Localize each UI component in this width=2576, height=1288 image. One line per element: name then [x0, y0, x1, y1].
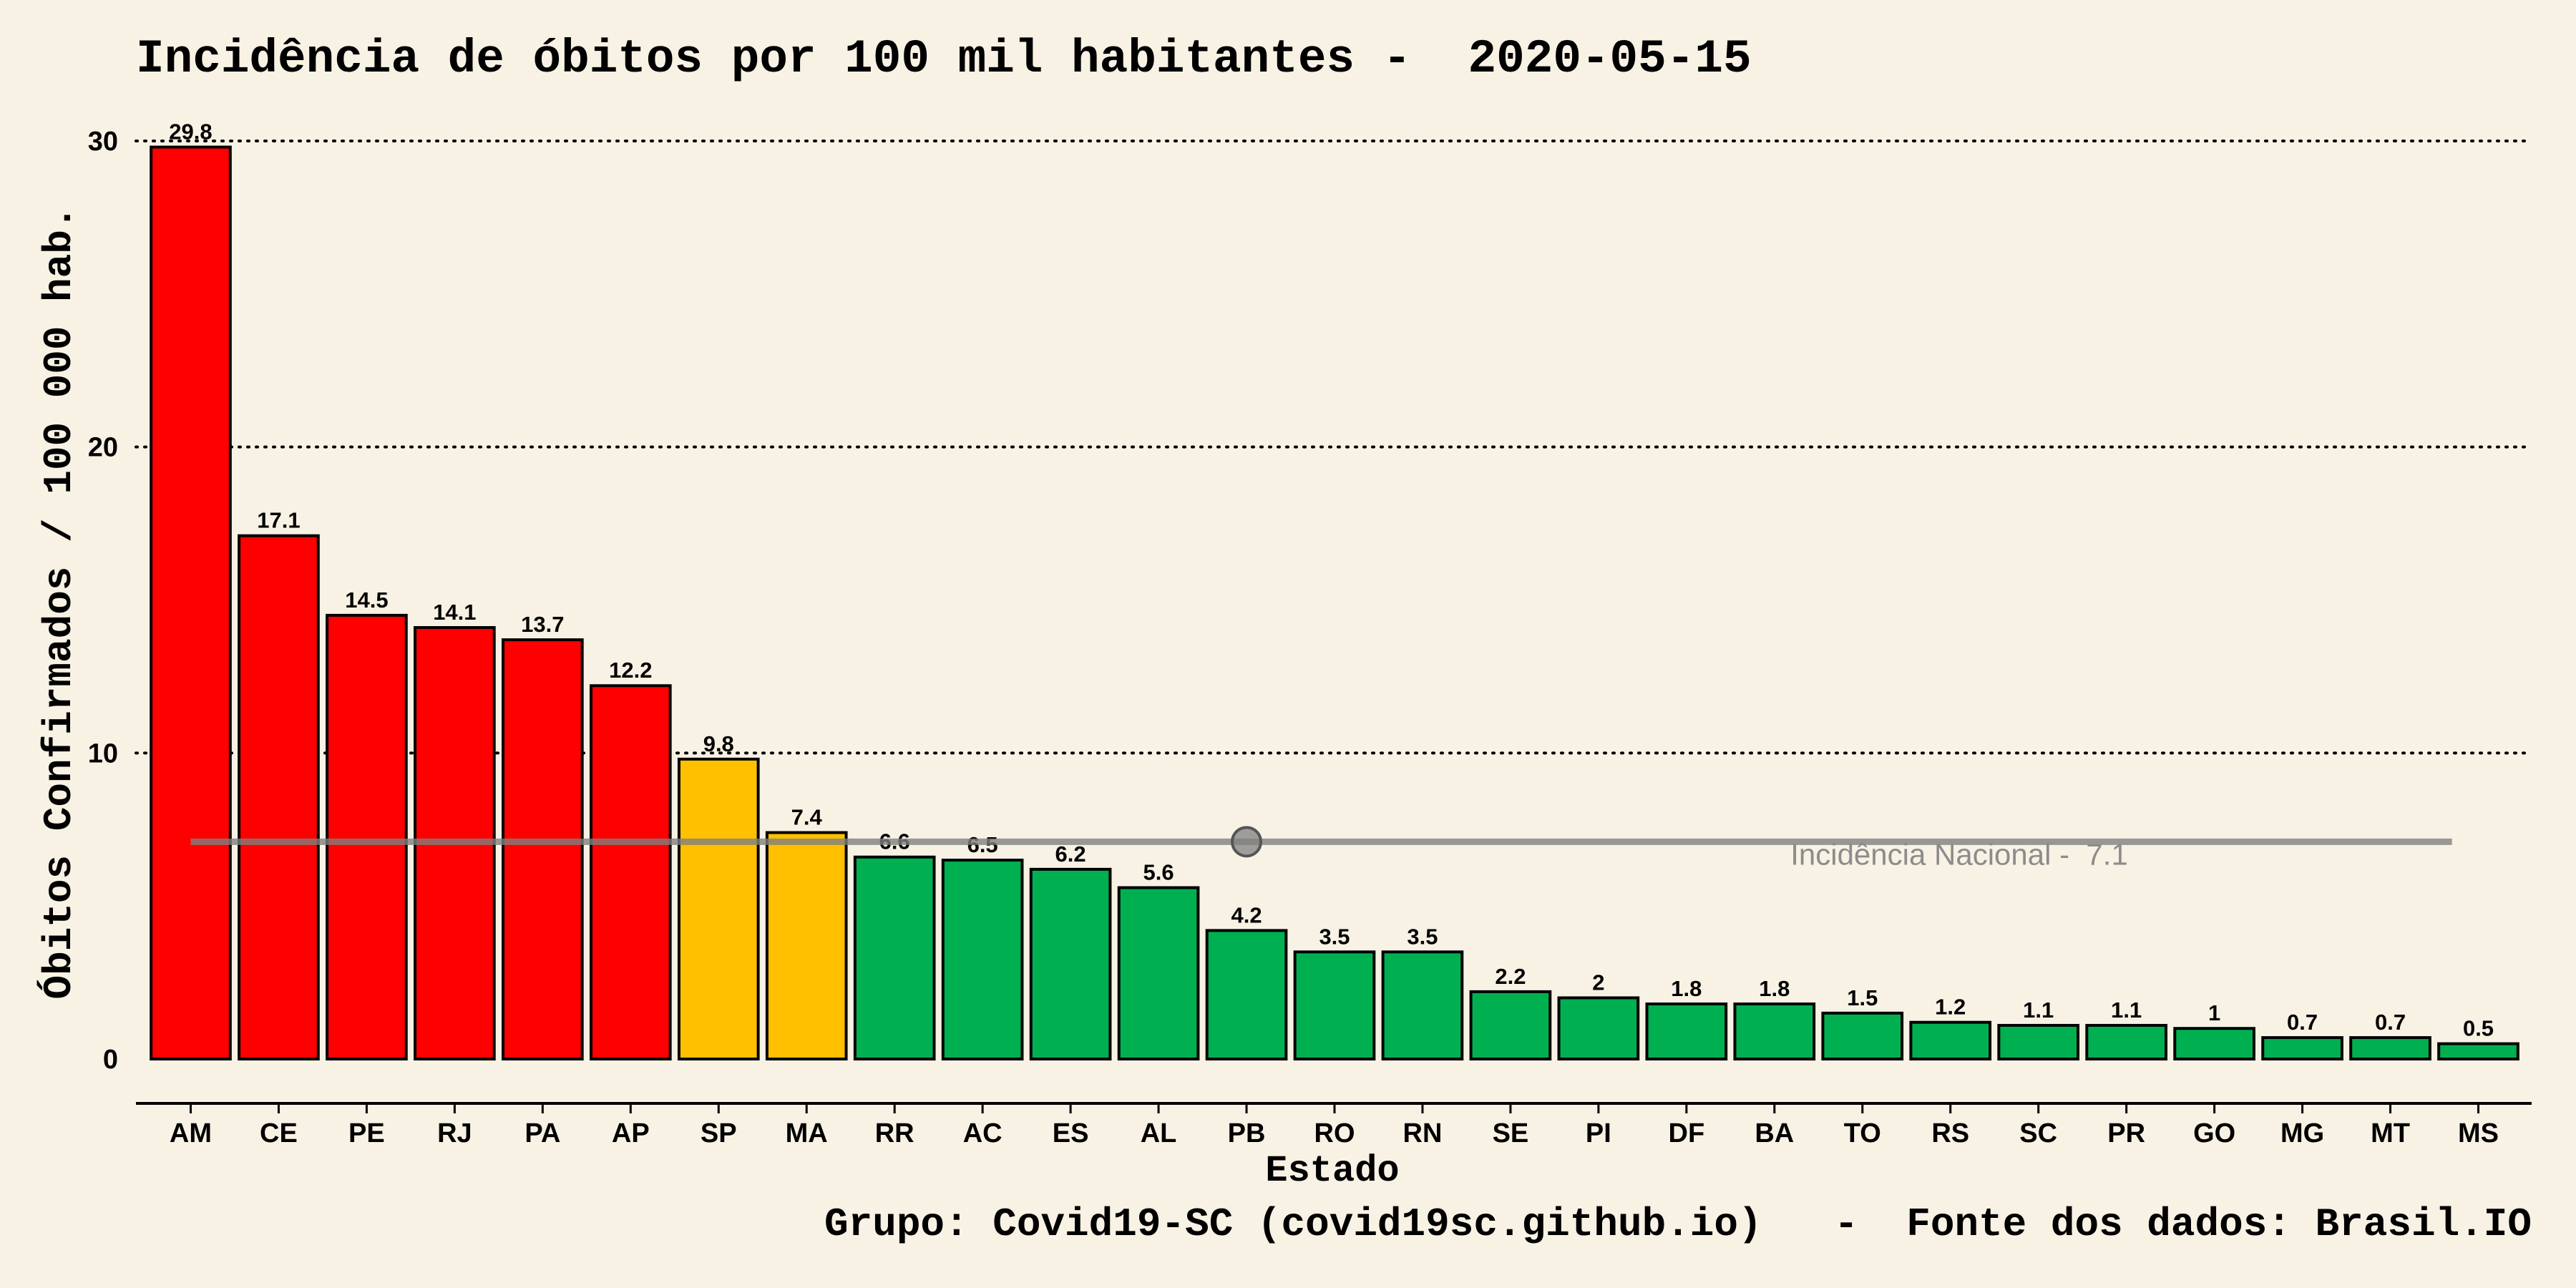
x-tick-label-df: DF: [1669, 1118, 1705, 1148]
y-axis-label: Óbitos Confirmados / 100 000 hab.: [36, 206, 82, 1000]
national-incidence-marker: [1231, 826, 1263, 858]
value-labels: 29.817.114.514.113.712.29.87.46.66.56.25…: [169, 119, 2494, 1041]
value-label-pi: 2: [1592, 970, 1604, 995]
x-tick-label-pe: PE: [348, 1118, 385, 1148]
value-label-mg: 0.7: [2287, 1010, 2318, 1035]
bar-pb: [1205, 929, 1288, 1060]
value-label-ms: 0.5: [2463, 1016, 2494, 1041]
value-label-sc: 1.1: [2023, 997, 2054, 1023]
value-label-sp: 9.8: [703, 731, 734, 756]
bar-ap: [589, 684, 672, 1060]
bar-ms: [2437, 1042, 2519, 1061]
bar-mt: [2349, 1036, 2431, 1061]
bar-am: [150, 145, 232, 1060]
bar-ro: [1293, 950, 1376, 1060]
value-label-df: 1.8: [1671, 976, 1702, 1001]
x-axis-label: Estado: [1265, 1150, 1399, 1192]
x-tick-label-al: AL: [1141, 1118, 1177, 1148]
value-label-pr: 1.1: [2111, 997, 2142, 1023]
y-axis-ticks: 0 10 20 30: [88, 127, 118, 1075]
bar-ce: [238, 534, 320, 1060]
bar-go: [2173, 1027, 2255, 1060]
bar-ba: [1733, 1002, 1816, 1061]
y-tick-label: 10: [88, 738, 118, 769]
bar-rn: [1381, 950, 1464, 1060]
bar-al: [1117, 886, 1200, 1061]
y-tick-label: 20: [88, 433, 118, 463]
value-label-ap: 12.2: [609, 658, 652, 683]
chart-caption: Grupo: Covid19-SC (covid19sc.github.io) …: [824, 1201, 2532, 1247]
x-tick-label-pi: PI: [1586, 1118, 1611, 1148]
value-label-rj: 14.1: [433, 600, 476, 625]
bar-ma: [765, 831, 848, 1060]
x-tick-label-rr: RR: [875, 1118, 914, 1148]
bar-ac: [941, 859, 1024, 1061]
x-tick-label-se: SE: [1493, 1118, 1529, 1148]
value-label-rn: 3.5: [1407, 924, 1438, 949]
x-tick-label-rj: RJ: [437, 1118, 472, 1148]
x-tick-label-ba: BA: [1755, 1118, 1794, 1148]
x-tick-label-ms: MS: [2458, 1118, 2499, 1148]
bar-df: [1645, 1002, 1728, 1061]
value-label-ma: 7.4: [791, 805, 823, 830]
national-incidence-label: Incidência Nacional - 7.1: [1790, 837, 2128, 871]
national-incidence: Incidência Nacional - 7.1: [190, 826, 2452, 871]
value-label-es: 6.2: [1055, 841, 1086, 867]
x-tick-label-sp: SP: [701, 1118, 737, 1148]
x-tick-label-ac: AC: [963, 1118, 1002, 1148]
x-tick-label-sc: SC: [2019, 1118, 2057, 1148]
value-label-pa: 13.7: [521, 612, 564, 637]
bar-es: [1029, 867, 1112, 1060]
value-label-mt: 0.7: [2375, 1010, 2406, 1035]
bar-rr: [853, 855, 936, 1060]
x-tick-label-pa: PA: [525, 1118, 560, 1148]
x-tick-label-pb: PB: [1228, 1118, 1266, 1148]
x-tick-label-ma: MA: [786, 1118, 828, 1148]
x-tick-label-mt: MT: [2371, 1118, 2410, 1148]
bar-pi: [1557, 996, 1640, 1061]
value-label-se: 2.2: [1495, 964, 1526, 989]
bar-se: [1469, 990, 1552, 1060]
x-tick-label-rn: RN: [1403, 1118, 1443, 1148]
y-tick-label: 0: [103, 1045, 118, 1075]
chart-title: Incidência de óbitos por 100 mil habitan…: [136, 32, 1752, 86]
bar-pr: [2085, 1023, 2167, 1060]
x-tick-label-rs: RS: [1931, 1118, 1969, 1148]
bar-pe: [326, 613, 408, 1060]
x-tick-label-to: TO: [1844, 1118, 1881, 1148]
x-axis-ticks: AM CE PE RJ PA AP SP MA RR AC ES AL PB RO RN SE PI DF BA TO…: [170, 1103, 2499, 1148]
bar-sp: [677, 757, 760, 1061]
x-tick-label-es: ES: [1053, 1118, 1089, 1148]
bar-rs: [1909, 1020, 1992, 1061]
x-tick-label-ro: RO: [1314, 1118, 1355, 1148]
y-tick-label: 30: [88, 127, 118, 157]
x-tick-label-am: AM: [170, 1118, 212, 1148]
bars: [150, 145, 2519, 1061]
x-tick-label-pr: PR: [2107, 1118, 2145, 1148]
value-label-ro: 3.5: [1319, 924, 1350, 949]
value-label-al: 5.6: [1143, 860, 1174, 885]
x-tick-label-mg: MG: [2280, 1118, 2324, 1148]
value-label-to: 1.5: [1847, 985, 1878, 1010]
bar-pa: [502, 638, 584, 1060]
bar-sc: [1997, 1023, 2080, 1060]
x-tick-label-ap: AP: [612, 1118, 650, 1148]
value-label-am: 29.8: [169, 119, 212, 145]
value-label-ce: 17.1: [257, 508, 300, 533]
value-label-rs: 1.2: [1935, 995, 1966, 1020]
value-label-ba: 1.8: [1759, 976, 1790, 1001]
x-tick-label-ce: CE: [260, 1118, 298, 1148]
bar-to: [1821, 1011, 1904, 1060]
value-label-pe: 14.5: [345, 587, 388, 613]
bar-mg: [2261, 1036, 2343, 1061]
value-label-pb: 4.2: [1231, 902, 1262, 927]
value-label-go: 1: [2208, 1000, 2220, 1025]
x-tick-label-go: GO: [2193, 1118, 2235, 1148]
